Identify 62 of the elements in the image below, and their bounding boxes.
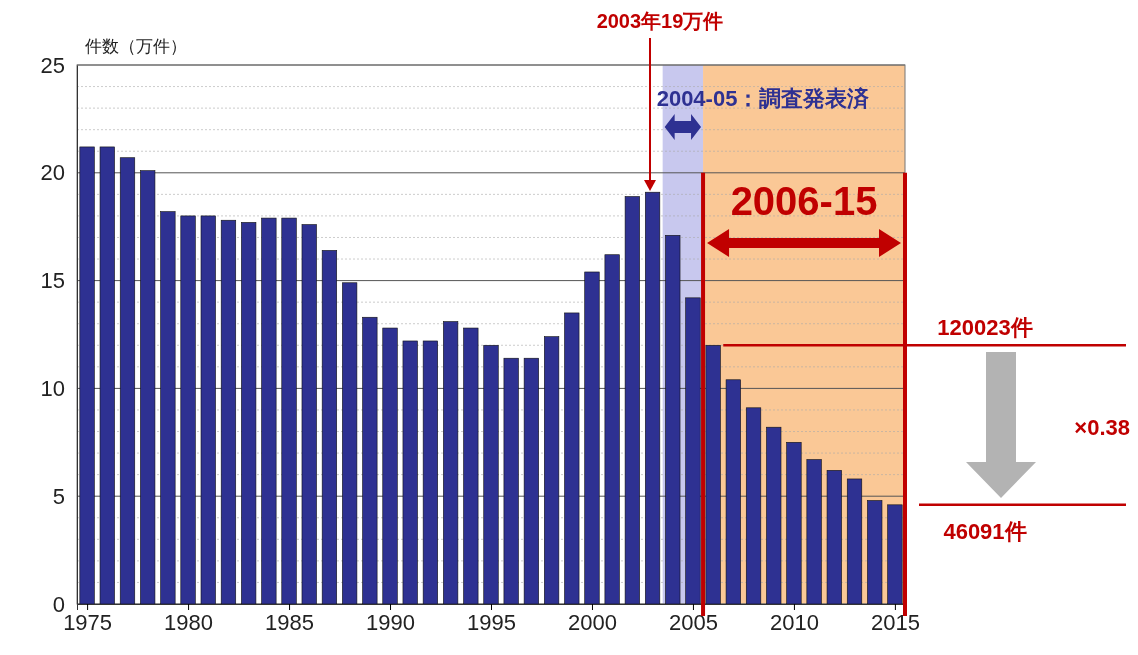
y-tick-label: 20 (40, 160, 65, 186)
bar (806, 459, 822, 605)
bar (685, 297, 701, 605)
bar (160, 211, 176, 605)
y-tick-label: 0 (52, 591, 65, 617)
bar (342, 282, 358, 605)
bar (604, 254, 620, 605)
bar (443, 321, 459, 605)
bar (826, 470, 842, 605)
y-axis-title: 件数（万件） (85, 37, 187, 56)
text: ×0.38 (1074, 415, 1130, 440)
band-label: 2004-05：調査発表済 (656, 86, 871, 111)
bar (705, 344, 721, 605)
bar (140, 170, 156, 605)
bar (503, 357, 519, 605)
x-tick-label: 1995 (467, 609, 516, 635)
bar (119, 157, 136, 605)
x-tick-label: 1975 (63, 609, 113, 635)
bar (301, 224, 317, 605)
bar (624, 196, 640, 605)
y-tick-label: 15 (40, 268, 65, 294)
text: 2003年19万件 (596, 10, 724, 32)
x-tick-label: 1980 (164, 609, 214, 635)
bar (745, 407, 762, 605)
bar (665, 235, 681, 605)
bar (725, 379, 741, 605)
x-tick-label: 2000 (568, 609, 617, 635)
bar (483, 344, 499, 605)
bar (523, 357, 539, 605)
bar (846, 478, 863, 605)
y-tick-label: 25 (40, 52, 65, 78)
bar (422, 340, 438, 605)
bar (584, 271, 600, 605)
x-tick-label: 1985 (265, 609, 315, 635)
x-tick-label: 2015 (870, 609, 920, 635)
bar (281, 217, 297, 605)
bar (544, 336, 560, 605)
bar (241, 222, 257, 605)
bar (887, 504, 903, 605)
bar (200, 215, 216, 605)
bar (564, 312, 580, 605)
band-label: 2006-15 (730, 179, 878, 223)
bar (79, 146, 95, 605)
bar (463, 327, 479, 605)
x-tick-label: 2005 (668, 609, 718, 635)
y-tick-label: 10 (40, 375, 65, 401)
bar (402, 340, 418, 605)
x-tick-label: 2010 (769, 609, 819, 635)
bar (180, 215, 196, 605)
y-tick-label: 5 (52, 483, 65, 509)
bar (766, 426, 782, 605)
ref-line-label: 120023件 (937, 315, 1033, 341)
bar (220, 219, 237, 605)
bar (362, 316, 378, 605)
bar (321, 250, 338, 605)
x-tick-label: 1990 (366, 609, 415, 635)
bar (786, 442, 802, 605)
ref-line-label: 46091件 (943, 518, 1027, 544)
bar (867, 500, 883, 605)
bar (382, 327, 398, 605)
bar (99, 146, 115, 605)
bar (261, 217, 277, 605)
